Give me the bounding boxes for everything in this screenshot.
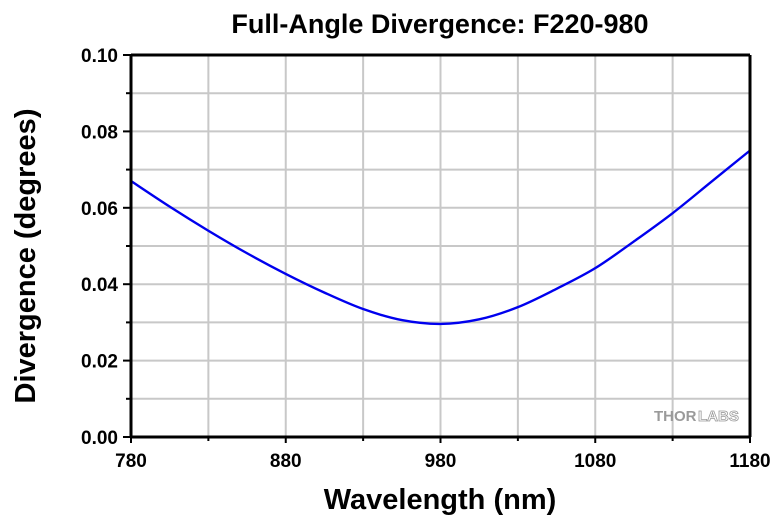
- thorlabs-watermark: THOR LABS: [654, 408, 739, 426]
- x-tick-label: 1180: [729, 451, 770, 472]
- y-tick-label: 0.08: [81, 122, 118, 143]
- grid: [131, 55, 750, 437]
- y-axis-label: Divergence (degrees): [10, 109, 42, 404]
- y-tick-labels: 0.00 0.02 0.04 0.06 0.08 0.10: [81, 46, 118, 449]
- x-tick-labels: 780 880 980 1080 1180: [115, 451, 770, 472]
- y-tick-label: 0.02: [81, 352, 118, 373]
- watermark-thor: THOR: [654, 408, 697, 425]
- series-line: [130, 149, 751, 326]
- x-tick-label: 1080: [574, 451, 616, 472]
- y-tick-label: 0.06: [81, 199, 118, 220]
- x-tick-label: 980: [425, 451, 457, 472]
- axes: [123, 53, 752, 443]
- x-tick-label: 880: [270, 451, 302, 472]
- y-tick-label: 0.10: [81, 46, 118, 67]
- y-tick-label: 0.00: [81, 428, 118, 449]
- x-axis-label: Wavelength (nm): [324, 484, 557, 516]
- x-tick-label: 780: [115, 451, 147, 472]
- watermark-labs: LABS: [698, 408, 739, 425]
- plot-area: [130, 149, 751, 326]
- chart-title: Full-Angle Divergence: F220-980: [231, 9, 648, 39]
- y-tick-label: 0.04: [81, 275, 118, 296]
